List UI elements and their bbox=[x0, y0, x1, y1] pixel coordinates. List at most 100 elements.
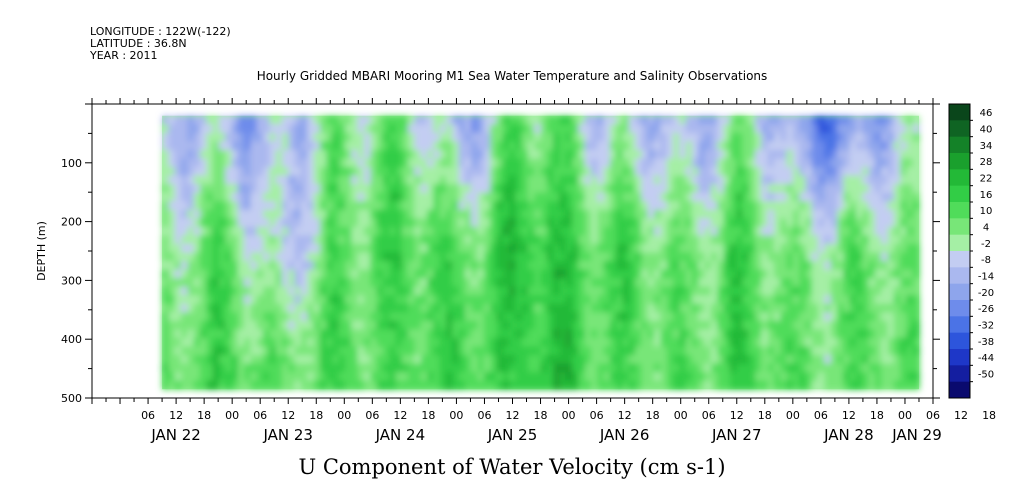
heatmap-cell bbox=[389, 124, 397, 134]
heatmap-cell bbox=[792, 209, 800, 220]
heatmap-cell bbox=[395, 132, 403, 143]
heatmap-cell bbox=[754, 192, 763, 202]
heatmap-cell bbox=[855, 380, 864, 390]
heatmap-cell bbox=[162, 124, 170, 134]
heatmap-cell bbox=[691, 115, 700, 126]
heatmap-cell bbox=[363, 295, 372, 305]
heatmap-cell bbox=[477, 201, 485, 211]
heatmap-cell bbox=[818, 132, 826, 143]
heatmap-cell bbox=[502, 167, 510, 177]
heatmap-cell bbox=[319, 312, 327, 322]
heatmap-cell bbox=[332, 295, 340, 305]
heatmap-cell bbox=[275, 115, 283, 126]
heatmap-cell bbox=[736, 380, 744, 390]
heatmap-cell bbox=[616, 337, 624, 348]
heatmap-cell bbox=[464, 209, 472, 220]
heatmap-cell bbox=[464, 243, 472, 254]
heatmap-cell bbox=[559, 243, 567, 254]
heatmap-cell bbox=[521, 295, 529, 305]
heatmap-cell bbox=[345, 235, 353, 245]
heatmap-cell bbox=[540, 337, 548, 348]
heatmap-cell bbox=[174, 278, 182, 288]
x-hour-tick-label: 12 bbox=[842, 409, 856, 422]
heatmap-cell bbox=[679, 286, 687, 296]
heatmap-cell bbox=[843, 158, 851, 168]
heatmap-cell bbox=[269, 295, 277, 305]
heatmap-cell bbox=[553, 167, 561, 177]
heatmap-cell bbox=[799, 167, 807, 177]
heatmap-cell bbox=[401, 141, 409, 151]
heatmap-cell bbox=[590, 380, 599, 390]
heatmap-cell bbox=[679, 132, 687, 143]
heatmap-cell bbox=[635, 269, 643, 279]
heatmap-cell bbox=[256, 226, 264, 237]
heatmap-cell bbox=[761, 252, 769, 262]
heatmap-cell bbox=[786, 337, 794, 348]
heatmap-cell bbox=[893, 201, 901, 211]
heatmap-cell bbox=[799, 132, 807, 143]
heatmap-cell bbox=[609, 346, 618, 356]
heatmap-cell bbox=[868, 312, 876, 322]
heatmap-cell bbox=[439, 124, 447, 134]
heatmap-cell bbox=[527, 355, 536, 365]
heatmap-cell bbox=[351, 303, 359, 314]
heatmap-cell bbox=[767, 372, 775, 382]
heatmap-cell bbox=[206, 295, 214, 305]
heatmap-cell bbox=[654, 218, 662, 228]
heatmap-cell bbox=[187, 312, 195, 322]
heatmap-cell bbox=[893, 167, 901, 177]
heatmap-cell bbox=[515, 158, 523, 168]
heatmap-cell bbox=[231, 303, 239, 314]
heatmap-cell bbox=[490, 243, 498, 254]
heatmap-cell bbox=[710, 175, 718, 185]
heatmap-cell bbox=[162, 337, 170, 348]
heatmap-cell bbox=[754, 158, 763, 168]
heatmap-cell bbox=[218, 167, 226, 177]
heatmap-cell bbox=[767, 158, 775, 168]
heatmap-cell bbox=[389, 269, 397, 279]
heatmap-cell bbox=[710, 269, 718, 279]
heatmap-cell bbox=[338, 252, 346, 262]
heatmap-cell bbox=[212, 167, 220, 177]
heatmap-cell bbox=[338, 132, 346, 143]
heatmap-cell bbox=[193, 346, 201, 356]
heatmap-cell bbox=[427, 320, 435, 331]
heatmap-cell bbox=[225, 226, 233, 237]
heatmap-cell bbox=[534, 209, 542, 220]
heatmap-cell bbox=[231, 320, 239, 331]
heatmap-cell bbox=[868, 115, 876, 126]
heatmap-cell bbox=[761, 201, 769, 211]
heatmap-cell bbox=[799, 312, 807, 322]
heatmap-cell bbox=[754, 295, 763, 305]
heatmap-cell bbox=[445, 312, 454, 322]
heatmap-cell bbox=[906, 269, 914, 279]
heatmap-cell bbox=[464, 132, 472, 143]
heatmap-cell bbox=[553, 278, 561, 288]
heatmap-cell bbox=[206, 355, 214, 365]
heatmap-cell bbox=[767, 303, 775, 314]
heatmap-cell bbox=[843, 184, 851, 194]
heatmap-cell bbox=[767, 218, 775, 228]
heatmap-cell bbox=[300, 320, 308, 331]
heatmap-cell bbox=[565, 261, 573, 271]
heatmap-cell bbox=[263, 329, 271, 339]
heatmap-cell bbox=[590, 226, 599, 237]
heatmap-cell bbox=[590, 184, 599, 194]
heatmap-cell bbox=[836, 149, 845, 160]
heatmap-cell bbox=[736, 175, 744, 185]
colorbar-label: -50 bbox=[978, 370, 994, 381]
heatmap-cell bbox=[843, 175, 851, 185]
heatmap-cell bbox=[319, 363, 327, 373]
heatmap-cell bbox=[647, 115, 655, 126]
heatmap-cell bbox=[704, 278, 712, 288]
heatmap-cell bbox=[704, 184, 712, 194]
heatmap-cell bbox=[338, 346, 346, 356]
heatmap-cell bbox=[300, 184, 308, 194]
heatmap-cell bbox=[540, 184, 548, 194]
heatmap-cell bbox=[376, 252, 384, 262]
heatmap-cell bbox=[300, 363, 308, 373]
heatmap-cell bbox=[704, 355, 712, 365]
heatmap-cell bbox=[427, 158, 435, 168]
heatmap-cell bbox=[805, 192, 813, 202]
x-hour-tick-label: 06 bbox=[702, 409, 716, 422]
